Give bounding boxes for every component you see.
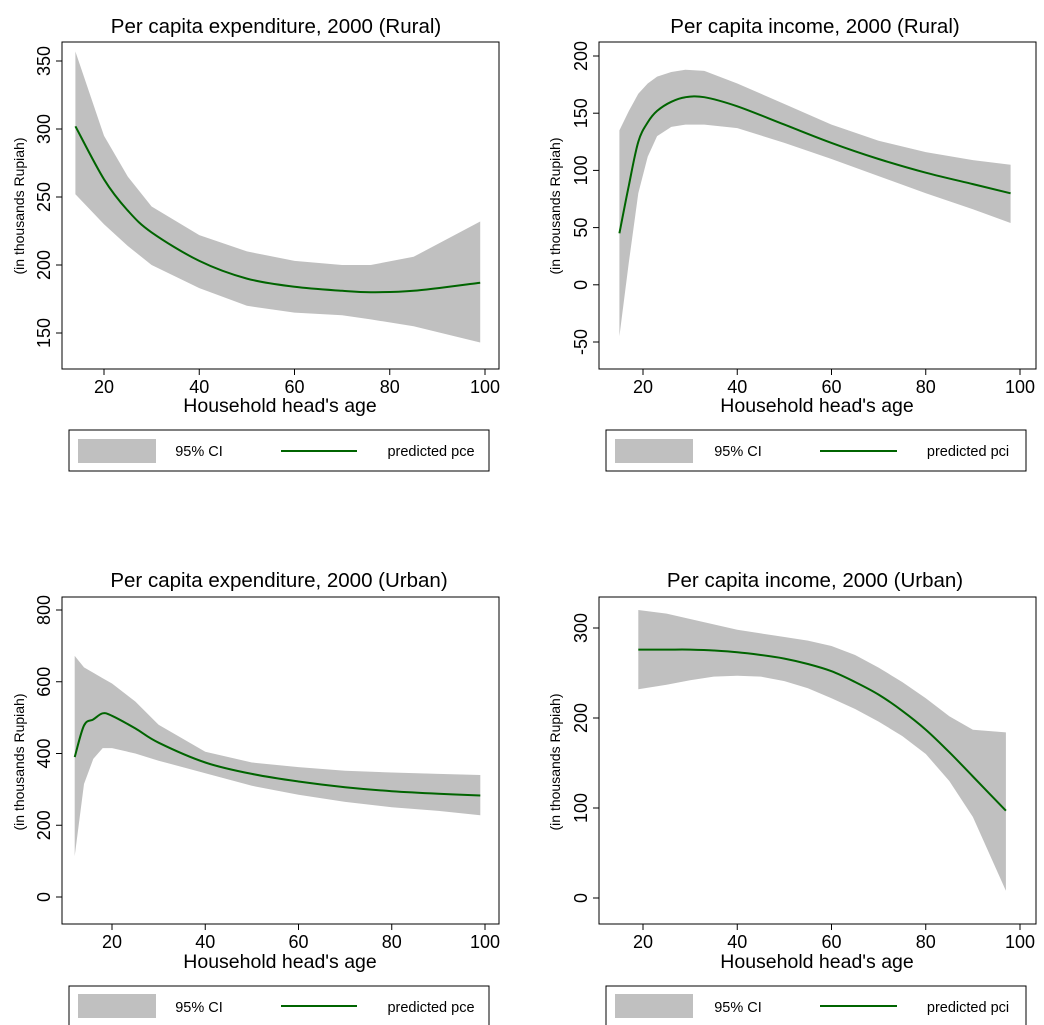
x-tick-label: 60 bbox=[821, 932, 841, 952]
ci-band bbox=[75, 51, 481, 343]
panel-urban-income: Per capita income, 2000 (Urban) 20 40 60 80… bbox=[547, 569, 1037, 1025]
chart-title: Per capita expenditure, 2000 (Rural) bbox=[111, 15, 441, 38]
predicted-line bbox=[73, 712, 481, 797]
x-tick-label: 20 bbox=[633, 377, 653, 397]
plot-frame bbox=[61, 41, 500, 370]
x-tick-label: 40 bbox=[727, 377, 747, 397]
legend-line-label: predicted pce bbox=[387, 1000, 474, 1016]
legend-line-label: predicted pci bbox=[927, 1000, 1009, 1016]
x-axis-label: Household head's age bbox=[183, 951, 376, 973]
legend-box bbox=[68, 985, 490, 1025]
y-tick-label: 0 bbox=[571, 280, 591, 290]
predicted-line bbox=[74, 125, 481, 294]
panel-rural-expenditure: Per capita expenditure, 2000 (Rural) 20 4… bbox=[11, 15, 500, 472]
y-tick-label: 250 bbox=[34, 182, 54, 212]
legend-band-swatch bbox=[78, 439, 156, 463]
x-tick-label: 20 bbox=[102, 932, 122, 952]
y-tick-label: 200 bbox=[571, 703, 591, 733]
predicted-line bbox=[618, 95, 1011, 234]
x-axis: 20 40 60 80 100 bbox=[94, 369, 500, 397]
x-tick-label: 40 bbox=[727, 932, 747, 952]
chart-title: Per capita income, 2000 (Rural) bbox=[670, 15, 959, 38]
y-tick-label: 300 bbox=[34, 114, 54, 144]
y-tick-label: 0 bbox=[34, 892, 54, 902]
ci-band bbox=[638, 610, 1006, 891]
y-tick-label: 300 bbox=[571, 613, 591, 643]
legend-band-swatch bbox=[615, 994, 693, 1018]
x-tick-label: 80 bbox=[916, 932, 936, 952]
plot-frame bbox=[61, 596, 500, 925]
x-axis: 20 40 60 80 100 bbox=[633, 924, 1035, 952]
legend-band-label: 95% CI bbox=[714, 1000, 762, 1016]
y-axis: 0 200 400 600 800 bbox=[34, 595, 62, 902]
panel-rural-income: Per capita income, 2000 (Rural) 20 40 60 80… bbox=[547, 15, 1037, 472]
x-tick-label: 100 bbox=[470, 932, 500, 952]
x-axis-label: Household head's age bbox=[720, 951, 913, 973]
x-tick-label: 80 bbox=[916, 377, 936, 397]
x-axis-label: Household head's age bbox=[720, 395, 913, 417]
x-axis-label: Household head's age bbox=[183, 395, 376, 417]
y-tick-label: 100 bbox=[571, 793, 591, 823]
chart-title: Per capita expenditure, 2000 (Urban) bbox=[110, 569, 447, 592]
y-tick-label: 200 bbox=[34, 810, 54, 840]
plot-frame bbox=[598, 596, 1037, 925]
legend-box bbox=[68, 429, 490, 472]
y-tick-label: 200 bbox=[34, 250, 54, 280]
y-tick-label: 200 bbox=[571, 41, 591, 71]
x-tick-label: 20 bbox=[94, 377, 114, 397]
legend-box bbox=[605, 429, 1027, 472]
legend-band-label: 95% CI bbox=[175, 1000, 223, 1016]
chart-title: Per capita income, 2000 (Urban) bbox=[667, 569, 963, 592]
x-tick-label: 100 bbox=[1005, 932, 1035, 952]
y-tick-label: 50 bbox=[571, 218, 591, 238]
y-axis: 150 200 250 300 350 bbox=[34, 46, 62, 348]
y-axis: 0 100 200 300 bbox=[571, 613, 599, 903]
predicted-line bbox=[638, 648, 1007, 812]
x-tick-label: 60 bbox=[288, 932, 308, 952]
legend-box bbox=[605, 985, 1027, 1025]
x-axis: 20 40 60 80 100 bbox=[633, 369, 1035, 397]
y-tick-label: 800 bbox=[34, 595, 54, 625]
y-axis-label: (in thousands Rupiah) bbox=[547, 138, 563, 275]
x-tick-label: 100 bbox=[1005, 377, 1035, 397]
x-tick-label: 60 bbox=[284, 377, 304, 397]
x-tick-label: 40 bbox=[195, 932, 215, 952]
ci-band bbox=[619, 69, 1011, 337]
y-axis-label: (in thousands Rupiah) bbox=[547, 694, 563, 831]
panel-urban-expenditure: Per capita expenditure, 2000 (Urban) 20 4… bbox=[11, 569, 500, 1025]
y-tick-label: 0 bbox=[571, 893, 591, 903]
y-tick-label: -50 bbox=[571, 329, 591, 355]
plot-frame bbox=[598, 41, 1037, 370]
legend-band-label: 95% CI bbox=[714, 444, 762, 460]
y-tick-label: 600 bbox=[34, 667, 54, 697]
x-tick-label: 40 bbox=[189, 377, 209, 397]
x-axis: 20 40 60 80 100 bbox=[102, 924, 500, 952]
x-tick-label: 80 bbox=[382, 932, 402, 952]
y-axis-label: (in thousands Rupiah) bbox=[11, 138, 27, 275]
y-tick-label: 150 bbox=[571, 98, 591, 128]
y-tick-label: 400 bbox=[34, 738, 54, 768]
legend: 95% CI predicted pci bbox=[605, 429, 1027, 472]
legend-band-swatch bbox=[615, 439, 693, 463]
legend: 95% CI predicted pci bbox=[605, 985, 1027, 1025]
x-tick-label: 20 bbox=[633, 932, 653, 952]
legend: 95% CI predicted pce bbox=[68, 429, 490, 472]
y-axis-label: (in thousands Rupiah) bbox=[11, 694, 27, 831]
x-tick-label: 100 bbox=[470, 377, 500, 397]
y-tick-label: 150 bbox=[34, 318, 54, 348]
ci-band bbox=[74, 655, 481, 857]
x-tick-label: 80 bbox=[380, 377, 400, 397]
legend-line-label: predicted pci bbox=[927, 444, 1009, 460]
legend-band-label: 95% CI bbox=[175, 444, 223, 460]
legend-line-label: predicted pce bbox=[387, 444, 474, 460]
x-tick-label: 60 bbox=[821, 377, 841, 397]
y-tick-label: 100 bbox=[571, 155, 591, 185]
legend-band-swatch bbox=[78, 994, 156, 1018]
legend: 95% CI predicted pce bbox=[68, 985, 490, 1025]
y-axis: -50 0 50 100 150 200 bbox=[571, 41, 599, 355]
y-tick-label: 350 bbox=[34, 46, 54, 76]
